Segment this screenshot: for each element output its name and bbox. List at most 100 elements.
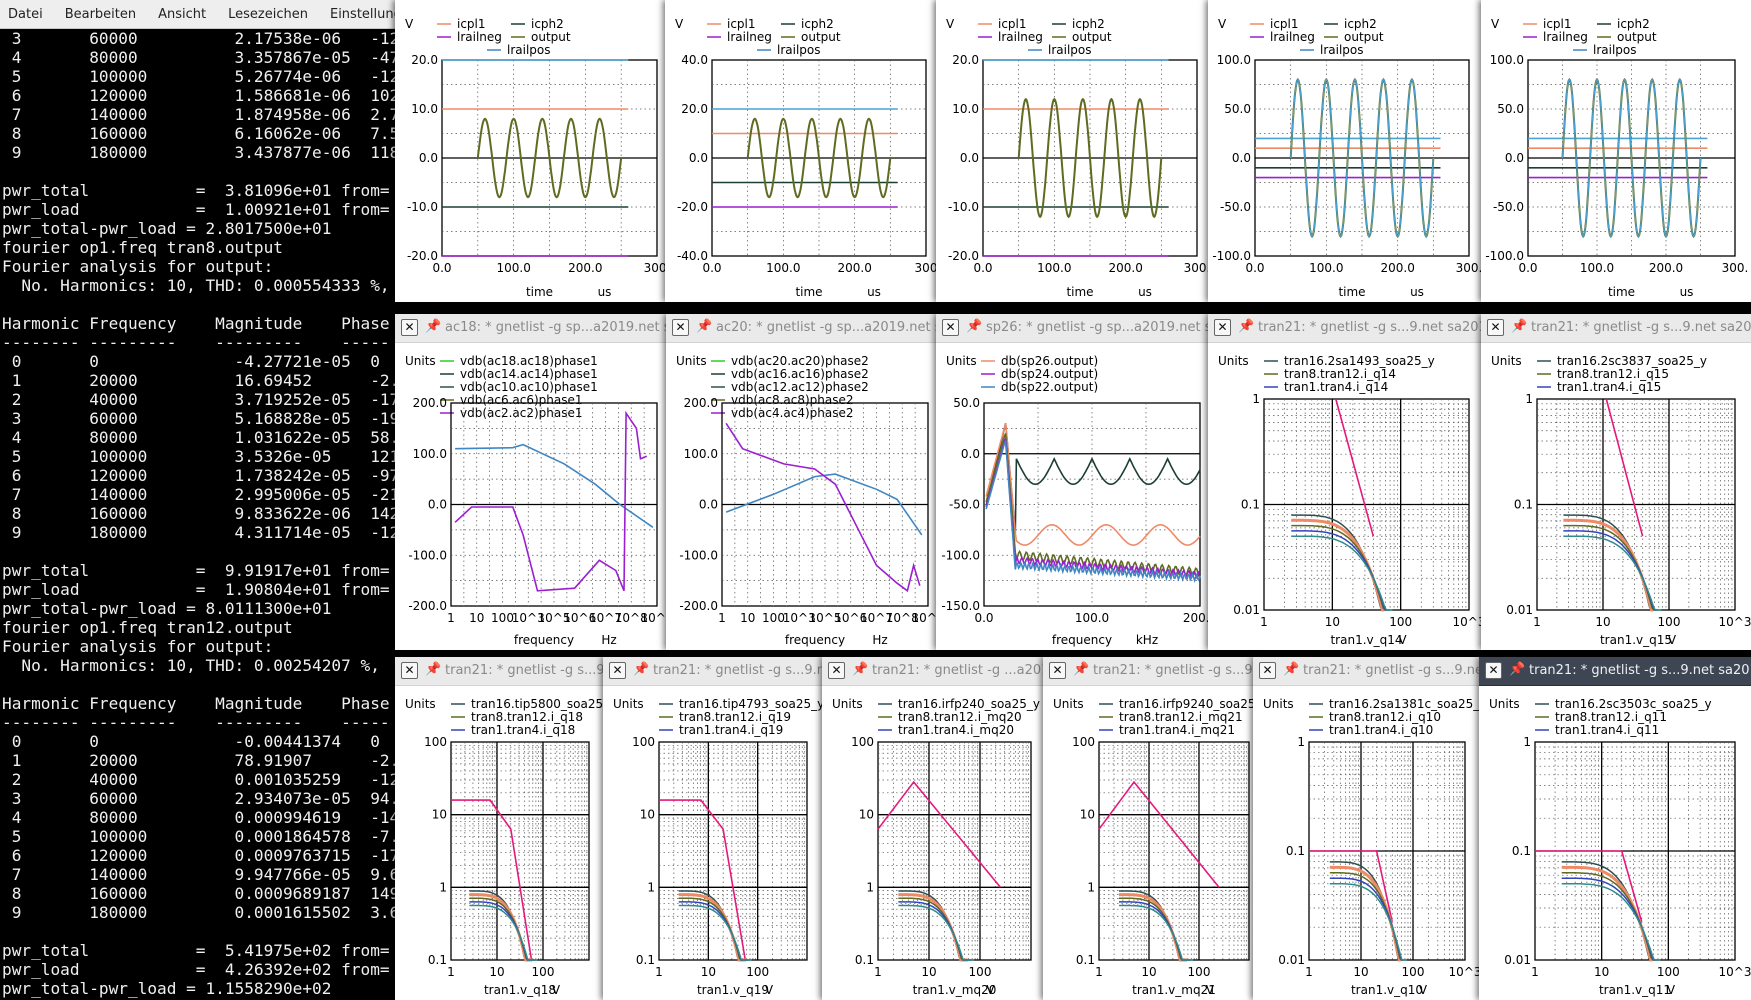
window-titlebar[interactable]: ✕ 📌tran21: * gnetlist -g s...9.net sa2019… [1481,314,1751,343]
x-tick-label: 10 [489,965,504,979]
legend-label: icph2 [531,17,564,31]
y-axis-label: V [405,17,414,31]
x11-icon[interactable]: ✕ [942,319,959,336]
plot-window-q10[interactable]: ✕ 📌tran21: * gnetlist -g s...9.net sa2 Uni… [1253,657,1481,1000]
curves [712,108,898,208]
legend-entry: tran8.tran12.i_q10 [1309,710,1441,724]
plot-window-sp26[interactable]: ✕ 📌sp26: * gnetlist -g sp...a2019.net sa2… [936,314,1216,650]
menu-item-ansicht[interactable]: Ansicht [158,6,207,22]
series-lrailpos-swing [1561,78,1702,238]
legend-entry: tran8.tran12.i_q19 [659,710,791,724]
x11-icon[interactable]: ✕ [401,662,418,679]
pin-icon[interactable]: 📌 [696,319,713,334]
plot-window-mq21[interactable]: ✕ 📌 tran21: * gnetlist -g s...9.net Units tr… [1043,657,1265,1000]
pin-icon[interactable]: 📌 [1509,662,1526,677]
y-tick-label: 1 [1297,735,1305,749]
pin-icon[interactable]: 📌 [1283,662,1300,677]
y-tick-label: -40.0 [677,249,708,263]
pin-icon[interactable]: 📌 [966,319,983,334]
pin-icon[interactable]: 📌 [633,662,650,677]
x-tick-label: 10^5 [809,611,842,625]
terminal-window[interactable]: Datei Bearbeiten Ansicht Lesezeichen Einstel… [0,0,395,1000]
menu-item-bearbeiten[interactable]: Bearbeiten [64,6,137,22]
x-axis-label: tran1.v_mq21 [1132,983,1216,997]
plot-window-q11[interactable]: ✕ 📌tran21: * gnetlist -g s...9.net sa2019… [1479,657,1751,1000]
x-tick-label: 1 [718,611,726,625]
x-axis-label: time [795,285,822,299]
pin-icon[interactable]: 📌 [1238,319,1255,334]
pin-icon[interactable]: 📌 [425,662,442,677]
legend-label: tran8.tran12.i_q11 [1555,710,1667,724]
y-tick-label: 100 [851,735,874,749]
plot-window-q14[interactable]: ✕ 📌tran21: * gnetlist -g s...9.net sa2019… [1208,314,1485,650]
x11-icon[interactable]: ✕ [1214,319,1231,336]
x11-icon[interactable]: ✕ [672,319,689,336]
window-titlebar[interactable]: ✕ 📌tran21: * gnetlist -g s...9.net [395,657,605,686]
plot-grid [1099,742,1249,960]
y-tick-label: 200.0 [413,396,447,410]
window-titlebar[interactable]: ✕ 📌tran21: * gnetlist -g s...9.net [603,657,823,686]
menu-item-datei[interactable]: Datei [8,6,43,22]
window-titlebar[interactable]: ✕ 📌tran21: * gnetlist -g s...9.net [1043,657,1265,686]
window-titlebar[interactable]: ✕ 📌tran21: * gnetlist -g s...9.net sa2 [1253,657,1481,686]
plot-window-q18[interactable]: ✕ 📌tran21: * gnetlist -g s...9.net Units tr… [395,657,605,1000]
x11-icon[interactable]: ✕ [609,662,626,679]
x-tick-label: 10^9 [641,611,673,625]
plot-frame [450,741,590,961]
plot-canvas: Units vdb(ac20.ac20)phase2vdb(ac16.ac16)p… [676,354,944,647]
legend-label: tran1.tran4.i_q10 [1329,723,1433,737]
y-tick-label: 10 [1080,808,1095,822]
y-tick-label: -100.0 [408,548,447,562]
plot-window-ac20[interactable]: ✕ 📌ac20: * gnetlist -g sp...a2019.net sa2… [666,314,944,650]
window-titlebar[interactable]: ✕ 📌tran21: * gnetlist -g s...9.net sa2019… [1479,657,1751,686]
legend-label: tran8.tran12.i_mq21 [1119,710,1243,724]
x-tick-label: 200.0 [1380,261,1414,275]
x-axis-label: tran1.v_q19 [697,983,769,997]
legend-label: lrailpos [507,43,551,57]
x11-icon[interactable]: ✕ [828,662,845,679]
window-titlebar[interactable]: ✕ 📌tran21: * gnetlist -g ...a2019.net [822,657,1047,686]
y-tick-label: 100 [424,735,447,749]
window-titlebar[interactable]: ✕ 📌ac18: * gnetlist -g sp...a2019.net sa2… [395,314,673,343]
pin-icon[interactable]: 📌 [1511,319,1528,334]
x-tick-label: 0.0 [702,261,721,275]
plot-window-q19[interactable]: ✕ 📌 tran21: * gnetlist -g s...9.net Units tr… [603,657,823,1000]
series-soa-limit [1535,850,1643,923]
x11-icon[interactable]: ✕ [1259,662,1276,679]
window-titlebar[interactable]: ✕ 📌sp26: * gnetlist -g sp...a2019.net sa2… [936,314,1216,343]
legend-entry: db(sp24.output) [981,367,1098,381]
x11-icon[interactable]: ✕ [1485,662,1502,679]
x11-icon[interactable]: ✕ [1487,319,1504,336]
series-operating [1561,877,1658,961]
x-axis-unit: V [1206,983,1215,997]
curves [1291,398,1393,612]
window-titlebar[interactable]: ✕ 📌ac20: * gnetlist -g sp...a2019.net sa2… [666,314,944,343]
legend-label: icph2 [801,17,834,31]
window-titlebar[interactable]: ✕ 📌tran21: * gnetlist -g s...9.net sa2019… [1208,314,1485,343]
x-tick-label: 300. [1456,261,1483,275]
legend-label: lrailpos [1048,43,1092,57]
menu-item-lesezeichen[interactable]: Lesezeichen [228,6,308,22]
pin-icon[interactable]: 📌 [1073,662,1090,677]
x11-icon[interactable]: ✕ [401,319,418,336]
x11-icon[interactable]: ✕ [1049,662,1066,679]
plot-window-q15[interactable]: ✕ 📌tran21: * gnetlist -g s...9.net sa2019… [1481,314,1751,650]
plot-window-ac18[interactable]: ✕ 📌ac18: * gnetlist -g sp...a2019.net sa2… [395,314,673,650]
pin-icon[interactable]: 📌 [852,662,869,677]
pin-icon[interactable]: 📌 [425,319,442,334]
series-operating [1329,877,1405,961]
legend-entry: vdb(ac10.ac10)phase1 [440,380,598,394]
y-tick-label: 10.0 [411,102,438,116]
legend-entry: tran1.tran4.i_q15 [1537,380,1661,394]
x-tick-label: 200.0 [1108,261,1142,275]
legend-label: db(sp22.output) [1001,380,1098,394]
legend-entry: output [1324,30,1384,44]
plot-window-mq20[interactable]: ✕ 📌tran21: * gnetlist -g ...a2019.net Unit… [822,657,1047,1000]
menu-item-einstellungen[interactable]: Einstellungen [329,6,395,22]
series-soa-limit [1605,398,1644,537]
